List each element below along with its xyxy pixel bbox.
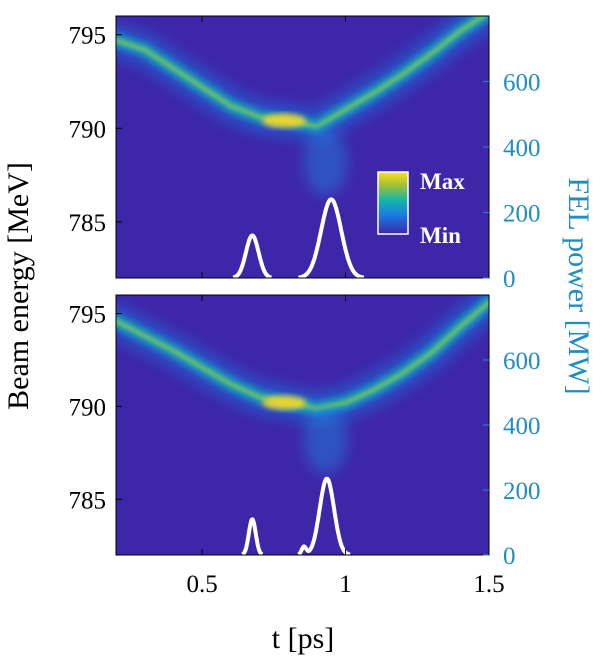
top-ytick-label-left-795: 795 [69, 23, 107, 50]
top-ytick-label-right-400: 400 [503, 135, 541, 162]
top-ytick-label-right-600: 600 [503, 70, 541, 97]
x-axis-label: t [ps] [272, 622, 335, 655]
top-heatmap [116, 16, 489, 278]
top-ytick-label-right-0: 0 [503, 266, 516, 293]
colorbar-max-label: Max [420, 169, 465, 194]
bottom-hotspot [262, 395, 307, 410]
bottom-ytick-label-right-200: 200 [503, 478, 541, 505]
bottom-smear [303, 405, 348, 474]
top-ytick-label-left-790: 790 [69, 116, 107, 143]
bottom-ytick-label-left-790: 790 [69, 394, 107, 421]
y-axis-label-left: Beam energy [MeV] [2, 162, 35, 410]
xtick-label-1: 1 [339, 571, 352, 598]
bottom-fel-pulse-0 [240, 517, 264, 555]
colorbar: Max Min [377, 169, 465, 248]
bottom-fel-pulse-1 [297, 476, 352, 555]
top-hotspot [262, 113, 307, 128]
axes: 785 790 795 0 200 400 600 785 790 795 0 200 400 600 0.… [69, 16, 541, 598]
top-fel-pulse-0 [231, 233, 273, 278]
bottom-heatmap [116, 295, 489, 555]
top-ytick-label-left-785: 785 [69, 210, 107, 237]
bottom-ytick-label-left-795: 795 [69, 302, 107, 329]
colorbar-min-label: Min [420, 223, 461, 248]
top-smear [303, 127, 348, 196]
bottom-ytick-label-left-785: 785 [69, 487, 107, 514]
colorbar-gradient [377, 171, 409, 235]
bottom-ytick-label-right-400: 400 [503, 413, 541, 440]
top-ytick-label-right-200: 200 [503, 201, 541, 228]
top-fel-pulse-1 [297, 197, 366, 278]
bottom-ytick-label-right-0: 0 [503, 543, 516, 570]
xtick-label-1.5: 1.5 [473, 571, 504, 598]
xtick-label-0.5: 0.5 [186, 571, 217, 598]
y-axis-label-right: FEL power [MW] [562, 177, 595, 394]
bottom-ytick-label-right-600: 600 [503, 348, 541, 375]
